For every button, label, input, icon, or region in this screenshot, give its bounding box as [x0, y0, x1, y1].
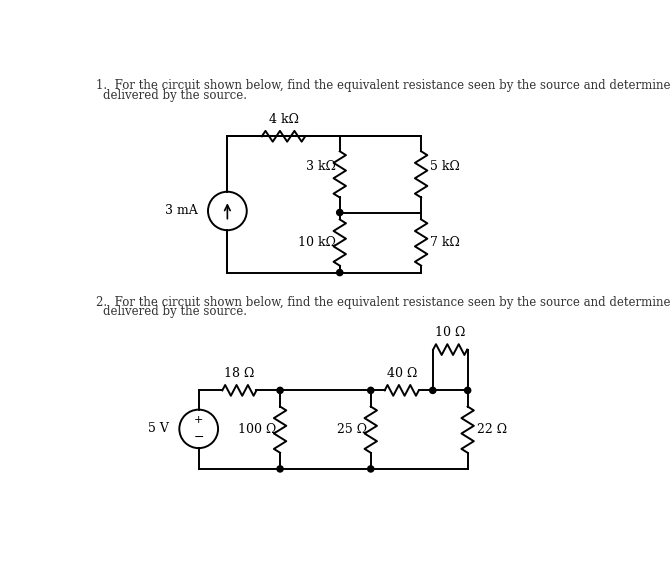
Text: 25 Ω: 25 Ω [337, 423, 367, 436]
Text: 22 Ω: 22 Ω [477, 423, 507, 436]
Text: +: + [194, 415, 204, 425]
Text: 4 kΩ: 4 kΩ [269, 113, 298, 126]
Text: 10 kΩ: 10 kΩ [298, 236, 336, 249]
Text: 2.  For the circuit shown below, find the equivalent resistance seen by the sour: 2. For the circuit shown below, find the… [95, 296, 672, 309]
Text: 5 kΩ: 5 kΩ [431, 160, 460, 173]
Text: 100 Ω: 100 Ω [238, 423, 276, 436]
Text: 1.  For the circuit shown below, find the equivalent resistance seen by the sour: 1. For the circuit shown below, find the… [95, 79, 672, 93]
Text: 7 kΩ: 7 kΩ [431, 236, 460, 249]
Circle shape [277, 466, 283, 472]
Circle shape [337, 270, 343, 276]
Text: 18 Ω: 18 Ω [224, 367, 255, 380]
Circle shape [464, 387, 470, 393]
Text: 10 Ω: 10 Ω [435, 326, 466, 339]
Circle shape [368, 466, 374, 472]
Circle shape [277, 387, 283, 393]
Text: 5 V: 5 V [149, 423, 169, 435]
Circle shape [368, 387, 374, 393]
Text: delivered by the source.: delivered by the source. [103, 89, 247, 102]
Text: 3 mA: 3 mA [165, 204, 198, 218]
Text: delivered by the source.: delivered by the source. [103, 305, 247, 318]
Circle shape [337, 210, 343, 216]
Text: 40 Ω: 40 Ω [386, 367, 417, 380]
Circle shape [429, 387, 436, 393]
Text: 3 kΩ: 3 kΩ [306, 160, 336, 173]
Text: −: − [194, 431, 204, 444]
